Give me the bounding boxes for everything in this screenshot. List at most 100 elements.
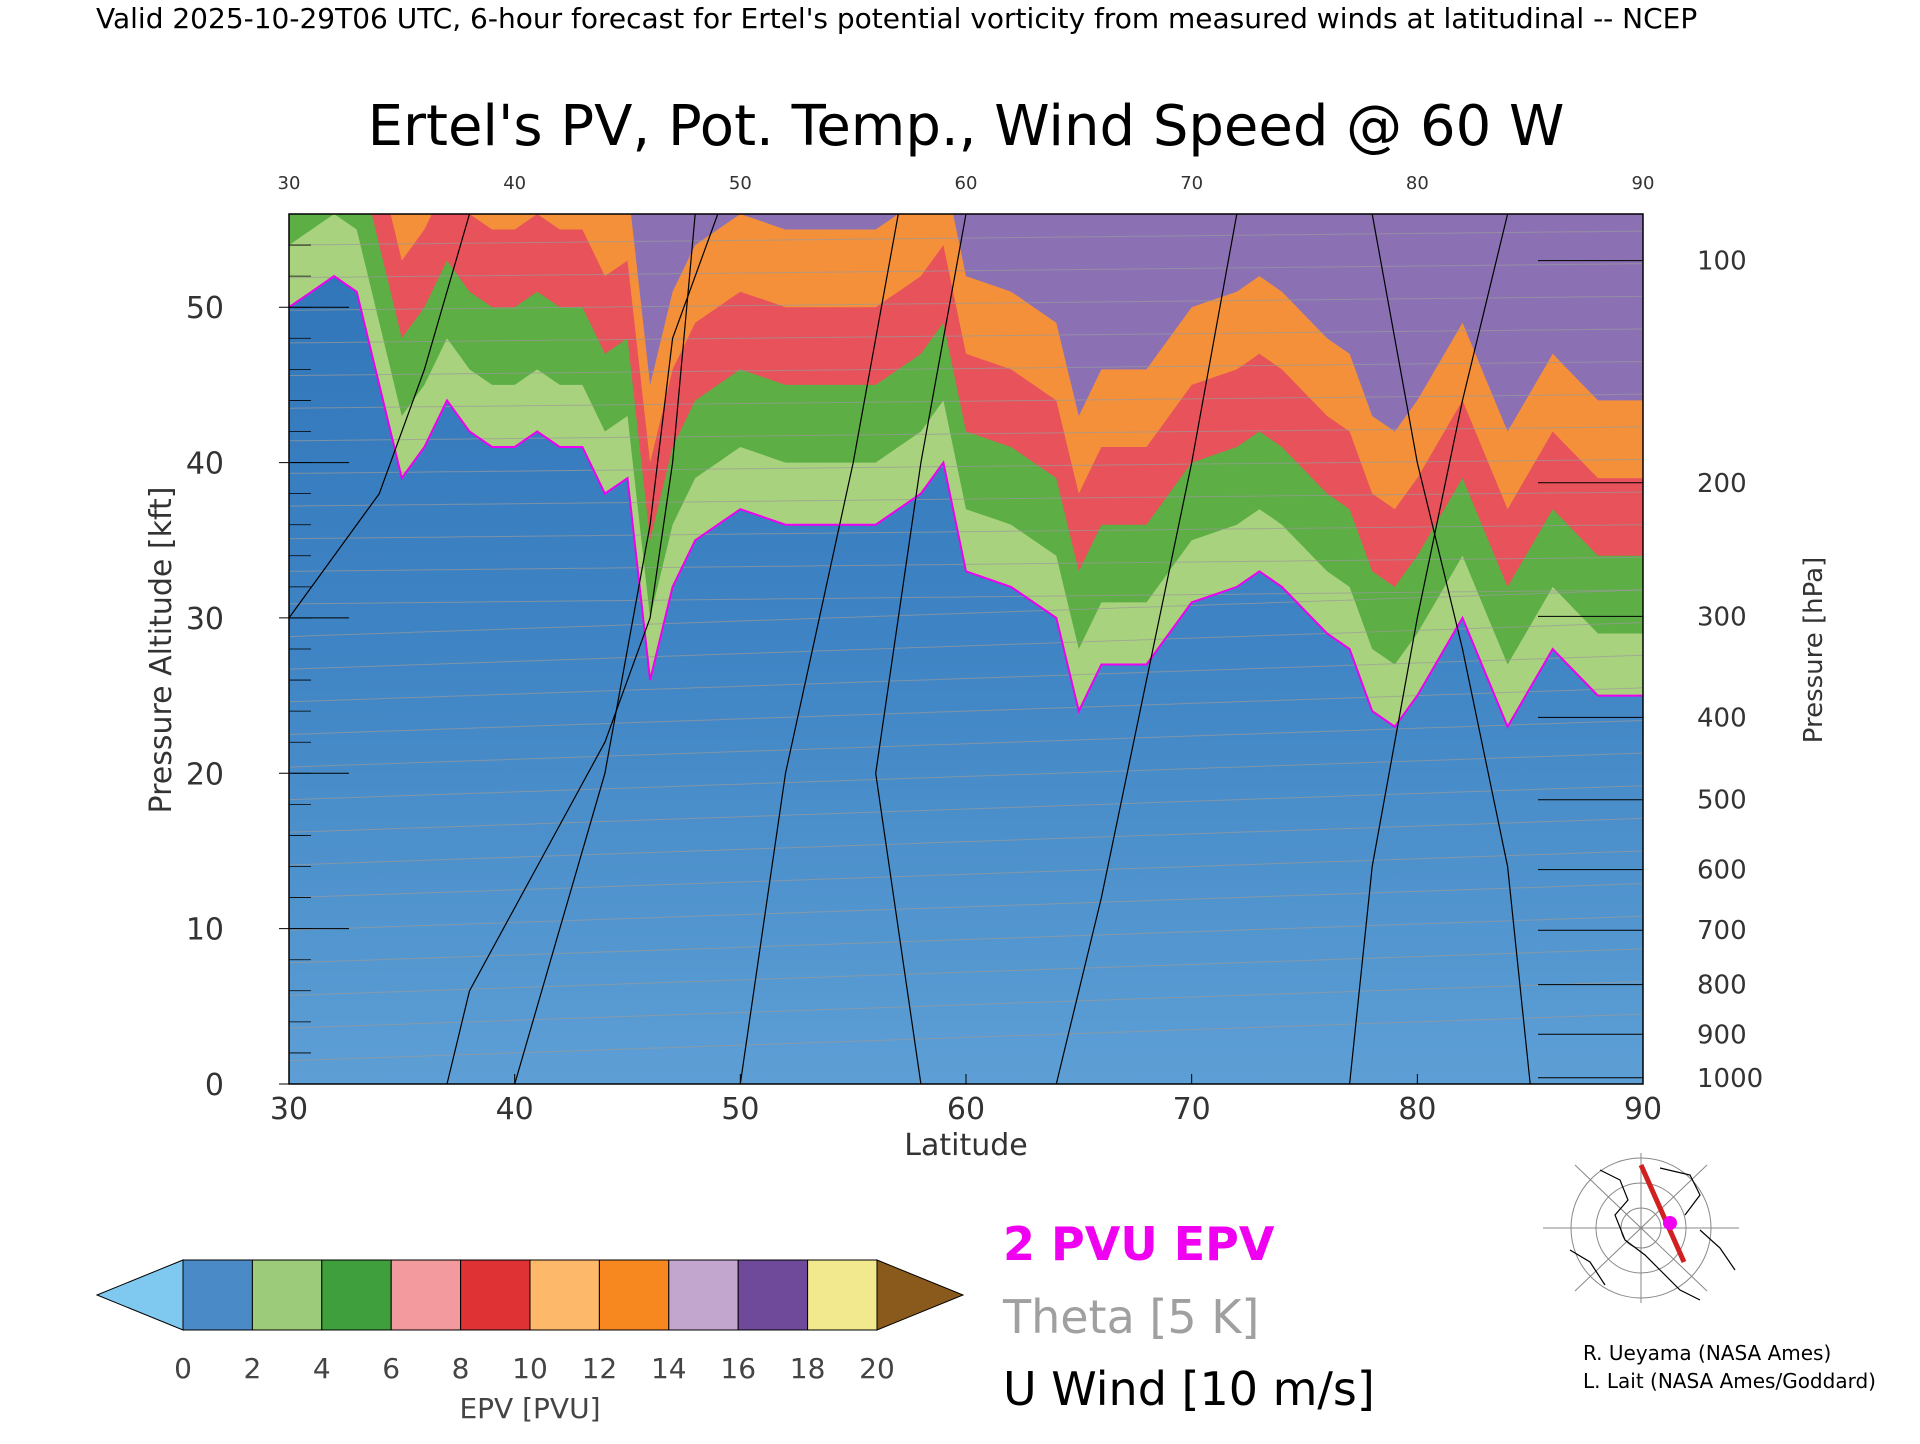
colorbar-tick-label: 4: [313, 1352, 331, 1385]
theta-contour: [289, 1013, 1643, 1062]
u-wind-contour: [446, 214, 696, 1084]
top-x-tick-label: 50: [729, 173, 752, 194]
u-wind-contour: [1349, 214, 1509, 1084]
top-x-tick-label: 90: [1632, 173, 1655, 194]
pv-band-4: [630, 214, 1643, 432]
colorbar-segment: [737, 1259, 809, 1331]
colorbar-tick-label: 6: [382, 1352, 400, 1385]
colorbar-segment: [668, 1259, 739, 1331]
top-x-tick-label: 30: [278, 173, 301, 194]
pressure-tick-label: 1000: [1697, 1064, 1763, 1094]
pressure-tick-label: 500: [1697, 786, 1747, 816]
x-axis-label: Latitude: [904, 1128, 1027, 1163]
top-x-tick-label: 60: [955, 173, 978, 194]
colorbar-segment: [460, 1259, 531, 1331]
colorbar-tick-label: 8: [452, 1352, 470, 1385]
colorbar-tick-label: 0: [174, 1352, 192, 1385]
theta-contour: [289, 817, 1643, 866]
colorbar-segment: [321, 1259, 392, 1331]
theta-contour: [289, 199, 1643, 213]
y-tick-label: 20: [186, 757, 224, 792]
colorbar-tick-label: 20: [859, 1352, 895, 1385]
credit-line-2: L. Lait (NASA Ames/Goddard): [1583, 1369, 1876, 1393]
pressure-tick-label: 300: [1697, 602, 1747, 632]
tropopause-2pvu-line: [289, 274, 1643, 729]
theta-contour: [289, 361, 1643, 377]
x-tick-label: 60: [947, 1092, 985, 1127]
colorbar-under-arrow: [95, 1259, 184, 1331]
theta-contour: [289, 883, 1643, 931]
legend-theta: Theta [5 K]: [1002, 1290, 1259, 1344]
theta-contour: [289, 393, 1643, 409]
u-wind-contour: [875, 214, 967, 1084]
theta-contour: [289, 850, 1643, 899]
y-tick-label: 50: [186, 291, 224, 326]
y-tick-label: 10: [186, 913, 224, 948]
top-x-tick-label: 40: [503, 173, 526, 194]
theta-contour: [289, 654, 1643, 703]
x-tick-label: 30: [270, 1092, 308, 1127]
theta-contour: [289, 915, 1643, 964]
x-tick-label: 40: [496, 1092, 534, 1127]
colorbar-tick-label: 10: [512, 1352, 548, 1385]
top-x-tick-label: 80: [1406, 173, 1429, 194]
colorbar-segment: [182, 1259, 253, 1331]
colorbar-tick-label: 18: [790, 1352, 826, 1385]
colorbar-segment: [390, 1259, 462, 1331]
x-tick-label: 90: [1624, 1092, 1662, 1127]
u-wind-contour: [514, 214, 719, 1084]
u-wind-contour: [739, 214, 899, 1084]
valid-time-header: Valid 2025-10-29T06 UTC, 6-hour forecast…: [96, 2, 1697, 35]
y-tick-label: 0: [205, 1068, 224, 1103]
theta-contour: [289, 426, 1643, 442]
y2-axis-label: Pressure [hPa]: [1799, 557, 1829, 744]
theta-contour: [289, 491, 1643, 507]
x-tick-label: 70: [1173, 1092, 1211, 1127]
theta-contour: [289, 328, 1643, 344]
u-wind-contour: [289, 214, 471, 619]
pressure-tick-label: 600: [1697, 856, 1747, 886]
pressure-tick-label: 700: [1697, 916, 1747, 946]
colorbar: 0 2 4 6 8 10 12 14 16 18 20: [95, 1259, 965, 1385]
chart-title: Ertel's PV, Pot. Temp., Wind Speed @ 60 …: [368, 94, 1565, 159]
credit-line-1: R. Ueyama (NASA Ames): [1583, 1341, 1831, 1365]
colorbar-over-arrow: [876, 1259, 965, 1331]
colorbar-segment: [251, 1259, 323, 1331]
legend-epv: 2 PVU EPV: [1003, 1217, 1275, 1271]
theta-contour: [289, 295, 1643, 311]
legend-uwind: U Wind [10 m/s]: [1003, 1362, 1375, 1416]
colorbar-label: EPV [PVU]: [459, 1392, 600, 1425]
pressure-tick-label: 100: [1697, 247, 1747, 277]
u-wind-contour: [1371, 214, 1531, 1084]
y-tick-label: 30: [186, 602, 224, 637]
pressure-tick-label: 200: [1697, 469, 1747, 499]
pressure-tick-label: 400: [1697, 703, 1747, 733]
y-tick-label: 40: [186, 447, 224, 482]
u-wind-contour: [1055, 214, 1238, 1084]
colorbar-tick-label: 16: [720, 1352, 756, 1385]
y-axis-label: Pressure Altitude [kft]: [144, 487, 179, 814]
theta-contour: [289, 948, 1643, 996]
colorbar-segment: [598, 1259, 670, 1331]
polar-map-icon: [1543, 1153, 1739, 1303]
colorbar-tick-label: 14: [651, 1352, 687, 1385]
colorbar-segment: [529, 1259, 600, 1331]
theta-contour: [289, 981, 1643, 1029]
x-tick-label: 80: [1398, 1092, 1436, 1127]
colorbar-tick-label: 2: [243, 1352, 261, 1385]
theta-contour: [289, 230, 1643, 246]
theta-contour: [289, 589, 1643, 605]
theta-contour: [289, 720, 1643, 768]
colorbar-segment: [807, 1259, 878, 1331]
theta-contour: [289, 524, 1643, 540]
theta-contour: [289, 263, 1643, 279]
top-x-tick-label: 70: [1180, 173, 1203, 194]
theta-contour: [289, 752, 1643, 801]
theta-contour: [289, 785, 1643, 833]
theta-contour: [289, 589, 1643, 638]
pressure-tick-label: 900: [1697, 1020, 1747, 1050]
theta-contour: [289, 556, 1643, 572]
colorbar-tick-label: 12: [582, 1352, 618, 1385]
x-tick-label: 50: [721, 1092, 759, 1127]
